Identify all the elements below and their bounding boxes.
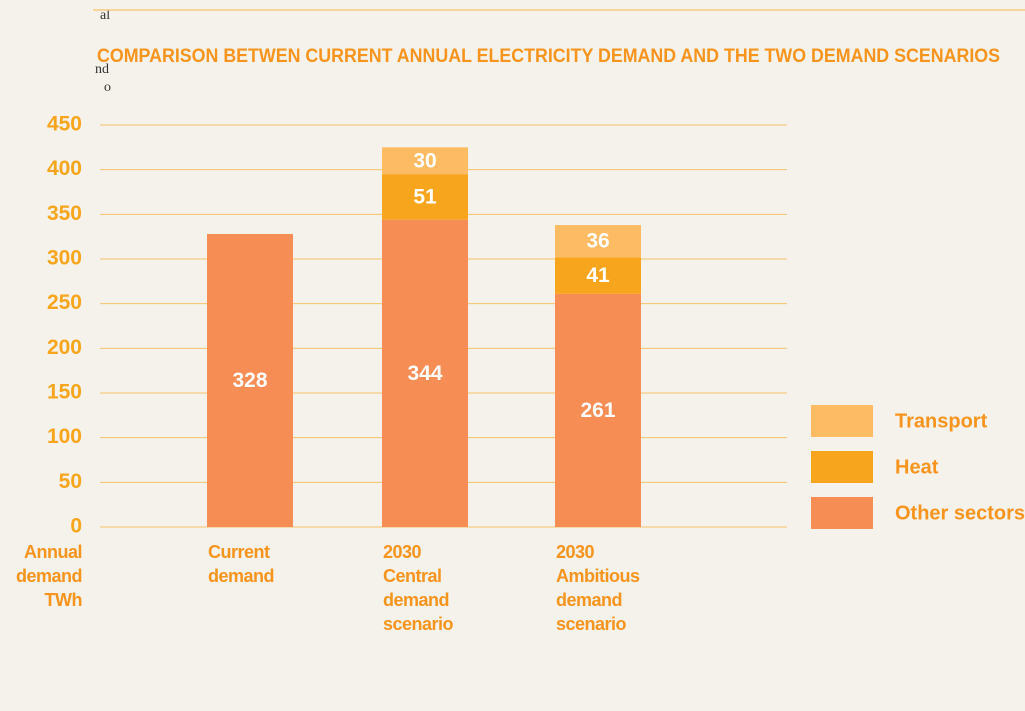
legend-swatch (811, 405, 873, 437)
bar-segment (382, 174, 468, 220)
y-tick-label: 250 (47, 291, 82, 314)
y-tick-label: 150 (47, 381, 82, 404)
bar-segment (555, 293, 641, 527)
legend-label: Heat (895, 456, 939, 478)
bar-segment (382, 219, 468, 527)
cropped-text: nd (95, 62, 109, 77)
legend-label: Transport (895, 410, 988, 432)
bar-segment (382, 147, 468, 175)
y-tick-label: 200 (47, 336, 82, 359)
data-label: 261 (580, 399, 615, 422)
data-label: 36 (586, 230, 609, 253)
data-label: 30 (413, 149, 436, 172)
y-tick-label: 50 (59, 470, 82, 493)
y-tick-label: 300 (47, 247, 82, 270)
y-tick-label: 0 (70, 515, 82, 538)
y-tick-label: 400 (47, 157, 82, 180)
y-axis-label: Annual demand TWh (15, 542, 83, 610)
legend-label: Other sectors (895, 502, 1025, 524)
legend-swatch (811, 497, 873, 529)
x-tick-label: 2030 Ambitious demand scenario (556, 542, 640, 634)
data-label: 41 (586, 264, 610, 287)
data-label: 328 (232, 369, 267, 392)
bar-segment (555, 257, 641, 294)
legend-swatch (811, 451, 873, 483)
x-tick-label: Current demand (208, 542, 275, 586)
x-tick-label: 2030 Central demand scenario (383, 542, 454, 634)
y-tick-label: 450 (47, 113, 82, 136)
cropped-text: al (100, 8, 111, 23)
y-tick-label: 350 (47, 202, 82, 225)
y-tick-label: 100 (47, 425, 82, 448)
bar-segment (207, 233, 293, 527)
cropped-text: o (104, 80, 111, 95)
chart-title: COMPARISON BETWEN CURRENT ANNUAL ELECTRI… (97, 46, 1000, 67)
data-label: 51 (413, 185, 437, 208)
bar-segment (555, 225, 641, 258)
data-label: 344 (407, 362, 442, 385)
